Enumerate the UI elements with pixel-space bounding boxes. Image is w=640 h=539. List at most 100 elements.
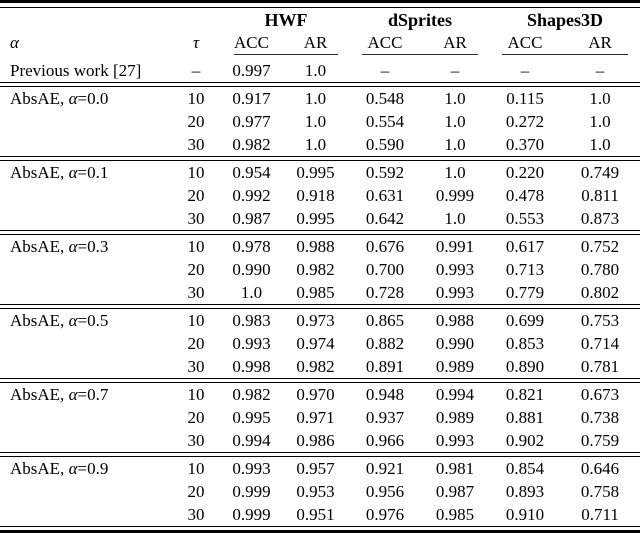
metric-value: 0.990 (435, 333, 475, 353)
table-row: AbsAE, α=0.7 10 0.982 0.970 0.948 0.994 0.821 0… (0, 383, 640, 407)
metric-value: 0.971 (296, 407, 335, 427)
tau-value: 10 (187, 310, 205, 330)
metric-value: 0.953 (296, 481, 335, 501)
table-row: 30 0.987 0.995 0.642 1.0 0.553 0.873 (0, 207, 640, 231)
metric-value: 1.0 (304, 111, 327, 131)
metric-value: 0.989 (435, 407, 475, 427)
table-row: 20 0.990 0.982 0.700 0.993 0.713 0.780 (0, 258, 640, 281)
metric-value: 1.0 (589, 111, 611, 131)
metric-value: 0.854 (505, 458, 545, 478)
tau-value: 10 (187, 236, 205, 256)
metric-value: 0.554 (365, 111, 405, 131)
metric-value: 0.974 (296, 333, 335, 353)
block-separator (0, 156, 640, 161)
row-label-spacer (0, 480, 170, 503)
metric-value: 0.821 (505, 384, 545, 404)
metric-value: – (380, 60, 390, 80)
cmidrule-dsprites (362, 54, 479, 55)
metric-value: 0.948 (365, 384, 405, 404)
col-header-alpha: α (10, 33, 19, 52)
table-row: 20 0.993 0.974 0.882 0.990 0.853 0.714 (0, 332, 640, 355)
group-header-shapes3d: Shapes3D (527, 9, 604, 30)
metric-value: 0.590 (365, 134, 405, 154)
row-group-label: AbsAE, α=0.7 (10, 384, 109, 404)
metric-value: 0.699 (505, 310, 545, 330)
metric-value: 0.617 (505, 236, 545, 256)
row-label-spacer (0, 207, 170, 231)
tau-value: 20 (187, 481, 205, 501)
metric-value: 0.881 (505, 407, 545, 427)
table-row: AbsAE, α=0.0 10 0.917 1.0 0.548 1.0 0.115 1.0 (0, 87, 640, 111)
tau-value: 30 (187, 504, 205, 524)
metric-value: 0.998 (232, 356, 271, 376)
col-header-ar-dsprites: AR (443, 33, 467, 52)
block-separator (0, 378, 640, 383)
metric-value: 0.982 (296, 356, 335, 376)
metric-value: 0.999 (232, 504, 271, 524)
metric-value: 1.0 (444, 111, 466, 131)
metric-value: 0.873 (580, 208, 620, 228)
metric-value: 0.553 (505, 208, 545, 228)
table-body: Previous work [27] – 0.997 1.0 – – – – A… (0, 59, 640, 526)
row-label-spacer (0, 355, 170, 379)
alpha-symbol: α (68, 458, 78, 478)
metric-value: 0.890 (505, 356, 545, 376)
tau-value: 20 (187, 333, 205, 353)
row-label-spacer (0, 258, 170, 281)
row-label-spacer (0, 133, 170, 157)
row-label-spacer (0, 503, 170, 526)
metric-value: 0.983 (232, 310, 271, 330)
metric-value: 1.0 (444, 162, 466, 182)
metric-value: – (595, 60, 605, 80)
metric-value: 0.891 (365, 356, 405, 376)
column-header-row: α τ ACC AR ACC AR ACC AR (0, 32, 640, 54)
metric-value: 1.0 (304, 60, 327, 80)
metric-value: 0.115 (506, 88, 544, 108)
metric-value: – (450, 60, 460, 80)
table-row: 30 0.982 1.0 0.590 1.0 0.370 1.0 (0, 133, 640, 157)
group-header-hwf: HWF (264, 9, 308, 30)
table-row: 30 1.0 0.985 0.728 0.993 0.779 0.802 (0, 281, 640, 305)
row-group-label: AbsAE, α=0.3 (10, 236, 109, 256)
metric-value: 0.910 (505, 504, 545, 524)
metric-value: 0.987 (232, 208, 271, 228)
group-header-spacer (0, 8, 222, 32)
metric-value: 0.921 (365, 458, 405, 478)
alpha-symbol: α (68, 236, 78, 256)
tau-value: 30 (187, 430, 205, 450)
metric-value: 0.752 (580, 236, 620, 256)
metric-value: 0.956 (365, 481, 405, 501)
metric-value: 0.994 (232, 430, 271, 450)
tau-value: 20 (187, 111, 205, 131)
metric-value: 0.988 (435, 310, 475, 330)
table-row: AbsAE, α=0.9 10 0.993 0.957 0.921 0.981 0.854 0… (0, 457, 640, 481)
table-bottom-rule (0, 526, 640, 533)
metric-value: 0.995 (232, 407, 271, 427)
table-row: 30 0.994 0.986 0.966 0.993 0.902 0.759 (0, 429, 640, 453)
metric-value: 0.993 (435, 259, 475, 279)
table-top-rule (0, 0, 640, 8)
metric-value: 0.985 (296, 282, 335, 302)
metric-value: 0.993 (435, 282, 475, 302)
table-row: 20 0.992 0.918 0.631 0.999 0.478 0.811 (0, 184, 640, 207)
metric-value: 0.781 (580, 356, 620, 376)
block-separator (0, 304, 640, 309)
metric-value: 0.882 (365, 333, 405, 353)
row-label-spacer (0, 281, 170, 305)
table-row: 20 0.999 0.953 0.956 0.987 0.893 0.758 (0, 480, 640, 503)
tau-value: 20 (187, 185, 205, 205)
block-separator (0, 452, 640, 457)
metric-value: 0.995 (296, 208, 335, 228)
block-separator (0, 82, 640, 87)
row-label-spacer (0, 110, 170, 133)
col-header-tau: τ (192, 33, 200, 52)
cmidrule-row (0, 54, 640, 59)
metric-value: 1.0 (589, 88, 611, 108)
metric-value: 1.0 (304, 88, 327, 108)
metric-value: 0.954 (232, 162, 271, 182)
metric-value: 0.994 (435, 384, 475, 404)
metric-value: 0.631 (365, 185, 405, 205)
metric-value: 0.673 (580, 384, 620, 404)
table-row: 20 0.977 1.0 0.554 1.0 0.272 1.0 (0, 110, 640, 133)
metric-value: 0.548 (365, 88, 405, 108)
